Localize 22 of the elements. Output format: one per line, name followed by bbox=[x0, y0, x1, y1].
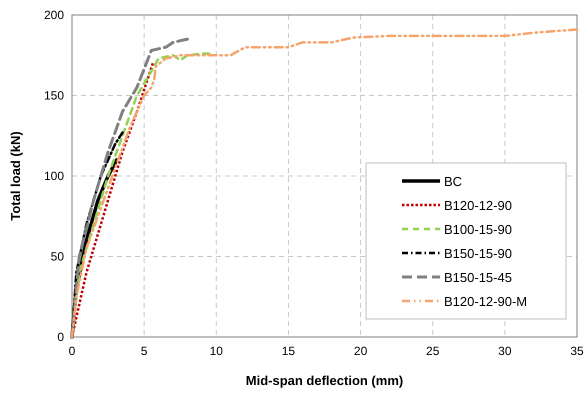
legend-label: B100-15-90 bbox=[444, 222, 512, 237]
x-tick-label: 35 bbox=[570, 344, 584, 358]
y-tick-label: 100 bbox=[44, 169, 64, 183]
y-tick-label: 0 bbox=[57, 330, 64, 344]
legend-label: B120-12-90-M bbox=[444, 294, 528, 309]
legend-label: B150-15-45 bbox=[444, 270, 512, 285]
legend-label: B120-12-90 bbox=[444, 198, 512, 213]
x-tick-label: 20 bbox=[354, 344, 368, 358]
x-tick-label: 0 bbox=[68, 344, 76, 358]
x-axis-title: Mid-span deflection (mm) bbox=[246, 373, 404, 388]
line-series bbox=[70, 28, 578, 338]
y-axis-title: Total load (kN) bbox=[8, 131, 23, 221]
y-tick-label: 150 bbox=[44, 88, 64, 102]
legend-label: BC bbox=[444, 174, 462, 189]
y-tick-label: 50 bbox=[50, 250, 64, 264]
legend-label: B150-15-90 bbox=[444, 246, 512, 261]
x-tick-label: 15 bbox=[282, 344, 296, 358]
x-tick-label: 25 bbox=[426, 344, 440, 358]
x-tick-label: 5 bbox=[140, 344, 148, 358]
y-tick-label: 200 bbox=[44, 8, 64, 22]
x-tick-label: 30 bbox=[498, 344, 512, 358]
x-tick-label: 10 bbox=[210, 344, 224, 358]
